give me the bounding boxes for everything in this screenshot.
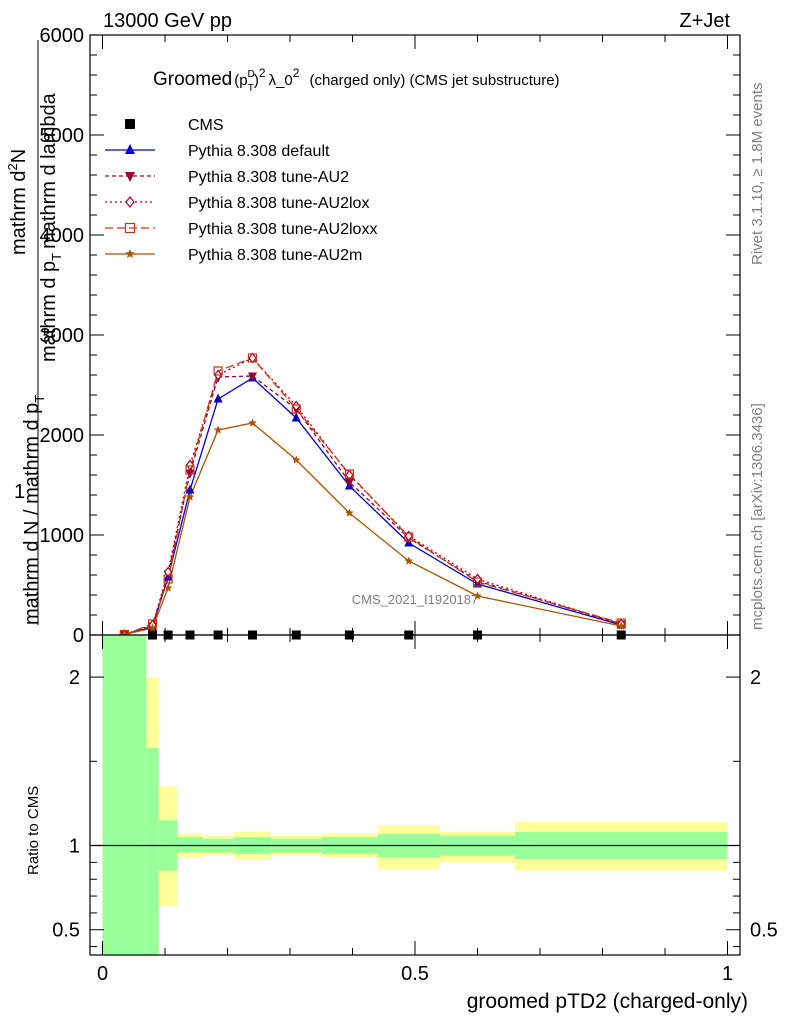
title-sub-t: T — [248, 83, 254, 94]
legend-label: CMS — [188, 117, 224, 134]
main-y-axis-label: mathrm d2N mathrm d pTmathrm d lambda 1 … — [5, 40, 64, 625]
legend-marker — [125, 144, 135, 154]
ratio-plot: 0.5 0.512 2 0 0.5 1 — [52, 634, 778, 985]
title-close: ) — [254, 72, 259, 89]
series-point — [185, 492, 195, 501]
legend-marker — [124, 222, 136, 234]
series-point — [404, 556, 414, 565]
main-plot: 0 1000 2000 3000 4000 5000 6000 CMS_2021_I1920… — [40, 25, 741, 647]
ylabel-denominator: mathrm d pTmathrm d lambda — [38, 92, 64, 362]
series-point — [291, 412, 301, 422]
series-point — [185, 465, 195, 475]
legend-label: Pythia 8.308 tune-AU2lox — [188, 195, 369, 212]
title-main: Groomed — [153, 69, 232, 90]
ratio-x-tick-label: 0.5 — [401, 963, 429, 985]
ratio-y-tick-label-right: 2 — [750, 667, 761, 689]
main-axis-ticks — [90, 34, 740, 636]
ratio-x-tick-label: 1 — [722, 963, 733, 985]
series-point — [185, 459, 195, 471]
ratio-y-tick-label: 1 — [69, 836, 80, 858]
legend: CMS Pythia 8.308 default Pythia 8.308 tune… — [105, 117, 377, 264]
ylabel-numerator: mathrm d2N — [5, 149, 30, 255]
ratio-y-tick-label: 2 — [69, 667, 80, 689]
series-point — [472, 577, 483, 587]
legend-label: Pythia 8.308 tune-AU2m — [188, 247, 362, 264]
ratio-band-green — [177, 837, 203, 853]
main-y-tick-label: 5000 — [40, 125, 85, 147]
series-point — [213, 425, 223, 434]
analysis-watermark: CMS_2021_I1920187 — [352, 592, 479, 607]
ratio-y-tick-labels: 0.5 0.5 1 2 2 — [52, 667, 778, 942]
series-point — [473, 591, 482, 600]
title-lambda: λ_0 — [269, 72, 293, 89]
series-point — [344, 469, 354, 479]
mcplots-label: mcplots.cern.ch [arXiv:1306.3436] — [749, 403, 766, 630]
x-axis-label: groomed pTD2 (charged-only) — [467, 990, 748, 1013]
series-point — [345, 508, 354, 517]
series-point — [163, 574, 173, 584]
title-rest: (charged only) (CMS jet substructure) — [309, 72, 559, 89]
series-point — [248, 418, 257, 427]
ratio-y-tick-label: 0.5 — [52, 920, 80, 942]
chart-title: Groomed (pD T)2 λ_02 (charged only) (CMS jet… — [153, 66, 560, 94]
ratio-axis-ticks — [90, 635, 740, 955]
series-point — [291, 404, 301, 414]
main-y-tick-label: 2000 — [40, 425, 85, 447]
series-point — [185, 484, 195, 494]
series-point — [404, 532, 414, 542]
series-point — [163, 583, 173, 592]
main-y-tick-labels: 0 1000 2000 3000 4000 5000 6000 — [40, 25, 85, 647]
series-point — [248, 372, 257, 382]
legend-marker — [125, 196, 135, 208]
ratio-band-green — [146, 747, 159, 955]
legend-label: Pythia 8.308 default — [188, 143, 330, 160]
main-y-tick-label: 1000 — [40, 525, 85, 547]
legend-marker — [125, 249, 135, 259]
legend-label: Pythia 8.308 tune-AU2 — [188, 169, 349, 186]
main-y-tick-label: 0 — [73, 625, 84, 647]
series-point — [213, 366, 223, 376]
series-point — [291, 455, 301, 464]
rivet-label: Rivet 3.1.10, ≥ 1.8M events — [749, 83, 766, 266]
series-point — [344, 478, 354, 488]
ylabel-bottom: mathrm d N / mathrm d pT — [21, 395, 47, 625]
energy-label: 13000 GeV pp — [103, 10, 232, 32]
ratio-plot-frame — [89, 634, 741, 956]
main-y-tick-label: 4000 — [40, 225, 85, 247]
series-point — [345, 469, 354, 481]
legend-marker — [125, 172, 135, 182]
ratio-y-tick-label-right: 0.5 — [750, 920, 778, 942]
ratio-bands — [102, 635, 728, 955]
series-point — [616, 621, 626, 630]
ratio-ylabel: Ratio to CMS — [25, 786, 42, 875]
ratio-x-tick-labels: 0 0.5 1 — [97, 963, 733, 985]
legend-marker — [125, 119, 135, 129]
ylabel-one: 1 — [14, 481, 25, 503]
legend-label: Pythia 8.308 tune-AU2loxx — [188, 221, 377, 238]
series-point — [163, 566, 173, 578]
series-point — [213, 393, 223, 403]
series-point — [148, 623, 157, 632]
ratio-band-green — [102, 635, 147, 955]
title-sup-2b: 2 — [293, 66, 300, 80]
title-sym: (p — [234, 72, 247, 89]
main-y-tick-label: 3000 — [40, 325, 85, 347]
main-y-tick-label: 6000 — [40, 25, 85, 47]
title-sup-2: 2 — [259, 66, 266, 80]
title-sup-d: D — [248, 69, 255, 80]
series-point — [247, 353, 258, 363]
process-label: Z+Jet — [679, 10, 730, 32]
ratio-x-tick-label: 0 — [97, 963, 108, 985]
